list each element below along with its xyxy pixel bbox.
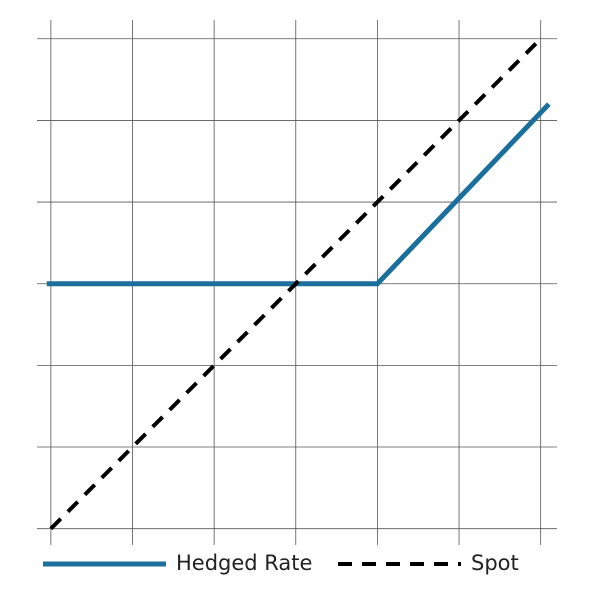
legend-label: Spot	[471, 551, 519, 575]
legend-label: Hedged Rate	[176, 551, 312, 575]
series-line	[49, 37, 543, 531]
series-line	[46, 102, 551, 287]
